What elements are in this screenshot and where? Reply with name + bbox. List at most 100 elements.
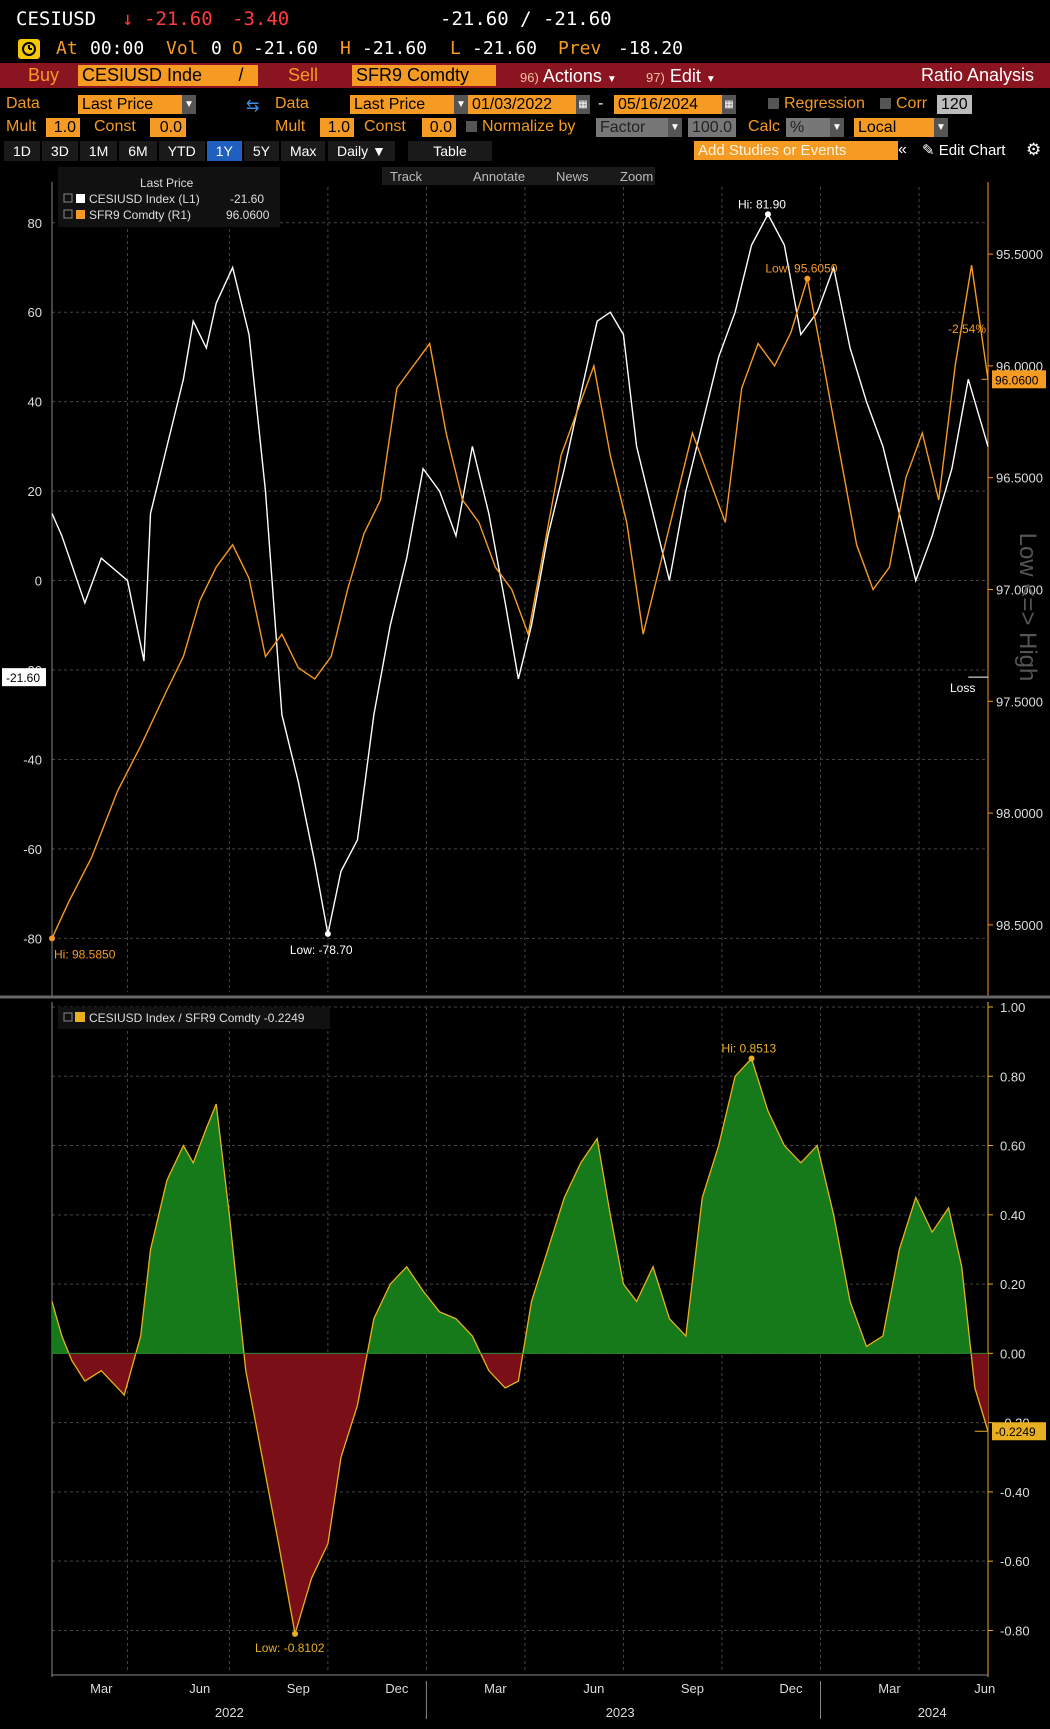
checkbox-icon	[768, 98, 779, 110]
collapse-icon[interactable]: «	[898, 141, 907, 158]
x-tick-label: Jun	[974, 1681, 995, 1696]
ratio-operator-label: /	[238, 65, 244, 85]
left-tick-label: 0	[35, 574, 42, 589]
checkbox-icon	[466, 121, 477, 133]
period-button-1d[interactable]: 1D	[4, 141, 40, 161]
normalize-checkbox[interactable]: Normalize by	[466, 118, 575, 136]
change-abs: -3.40	[232, 8, 290, 30]
date-from-field[interactable]: 01/03/2022 ▦	[468, 95, 590, 114]
period-button-1y[interactable]: 1Y	[206, 141, 242, 161]
studies-input[interactable]: Add Studies or Events	[694, 141, 898, 160]
corr-window-field[interactable]: 120	[937, 95, 972, 114]
chevron-down-icon: ▼	[705, 74, 716, 85]
edit-number: 97)	[646, 70, 665, 85]
period-button-3d[interactable]: 3D	[41, 141, 78, 161]
corr-checkbox[interactable]: Corr	[880, 95, 927, 113]
ohlc-bar: At 00:00 Vol 0 O -21.60 H -21.60 L -21.6…	[0, 38, 1050, 60]
const1-field[interactable]: 0.0	[150, 118, 186, 137]
x-tick-label: Sep	[681, 1681, 704, 1696]
calc-value: %	[786, 118, 830, 137]
right-tick-label: 97.0000	[996, 583, 1043, 598]
legend-swatch	[75, 1012, 85, 1022]
annotate-tool[interactable]: Annotate	[473, 169, 525, 184]
mult2-field[interactable]: 1.0	[320, 118, 354, 137]
period-button-5y[interactable]: 5Y	[243, 141, 279, 161]
edit-chart-label: Edit Chart	[938, 142, 1006, 159]
legend-expand-icon[interactable]	[63, 1012, 73, 1022]
news-label: News	[556, 169, 589, 184]
legend-expand-icon[interactable]	[63, 193, 73, 203]
swap-icon[interactable]: ⇆	[246, 98, 260, 115]
normalize-label: Normalize by	[482, 118, 576, 135]
data2-value: Last Price	[350, 95, 454, 114]
left-tick-label: -60	[23, 842, 42, 857]
data2-select[interactable]: Last Price ▼	[350, 95, 468, 114]
period-button-ytd[interactable]: YTD	[158, 141, 205, 161]
news-tool[interactable]: News	[556, 169, 589, 184]
vol-label: Vol	[166, 38, 199, 59]
ratio-low-marker	[292, 1630, 299, 1637]
ratio-positive-area	[52, 1058, 988, 1354]
data1-select[interactable]: Last Price ▼	[78, 95, 196, 114]
period-button-1m[interactable]: 1M	[79, 141, 118, 161]
period-buttons: 1D 3D 1M 6M YTD 1Y 5Y Max	[4, 141, 327, 161]
series-line-cesiusd	[51, 212, 989, 935]
quote-header: CESIUSD ↓ -21.60 -3.40 -21.60 / -21.60	[0, 8, 1050, 30]
change-arrow-icon: ↓	[122, 8, 134, 30]
legend-expand-icon[interactable]	[63, 209, 73, 219]
open-label: O	[232, 38, 243, 59]
frequency-select[interactable]: Daily ▼	[328, 141, 395, 161]
right-tick-label: 98.0000	[996, 806, 1043, 821]
x-year-label: 2024	[918, 1705, 947, 1720]
factor-value-field[interactable]: 100.0	[688, 118, 736, 137]
factor-select[interactable]: Factor ▼	[596, 118, 682, 137]
clock-icon[interactable]	[18, 39, 40, 59]
right-tick-label: 95.5000	[996, 247, 1043, 262]
period-button-max[interactable]: Max	[280, 141, 326, 161]
ratio-operator[interactable]: /	[224, 65, 258, 86]
ratio-legend-box	[58, 1007, 330, 1029]
security1-field[interactable]: CESIUSD Inde	[78, 65, 226, 86]
local-select[interactable]: Local ▼	[854, 118, 948, 137]
sell-label: Sell	[288, 65, 319, 85]
mult2-label: Mult	[275, 118, 306, 135]
ratio-chart: 1.000.800.600.400.200.00-0.20-0.40-0.60-…	[51, 1000, 1046, 1720]
x-tick-label: Sep	[287, 1681, 310, 1696]
vol-value: 0	[211, 38, 222, 59]
regression-checkbox[interactable]: Regression	[768, 95, 865, 113]
ratio-hi-marker	[748, 1055, 755, 1062]
track-tool[interactable]: Track	[390, 169, 423, 184]
actions-menu[interactable]: 96) Actions ▼	[520, 66, 617, 87]
calc-label: Calc	[748, 118, 781, 135]
ratio-tick-label: -0.40	[1000, 1485, 1030, 1500]
hi-label: Hi: 81.90	[738, 197, 786, 211]
axis-side-label: Low <=> High	[1014, 533, 1041, 682]
edit-chart-button[interactable]: ✎ Edit Chart	[922, 141, 1005, 159]
date-to-field[interactable]: 05/16/2024 ▦	[614, 95, 736, 114]
left-tick-label: 60	[28, 305, 42, 320]
open-value: -21.60	[253, 38, 319, 59]
left-tick-label: -80	[23, 931, 42, 946]
annotate-label: Annotate	[473, 169, 525, 184]
mult1-field[interactable]: 1.0	[46, 118, 80, 137]
const2-label: Const	[364, 118, 406, 135]
security2-field[interactable]: SFR9 Comdty	[352, 65, 496, 86]
chart-area[interactable]: Track Annotate News Zoom 806040200-20-40…	[0, 167, 1050, 1729]
legend-title: Last Price	[140, 176, 194, 190]
date-to-value: 05/16/2024	[614, 95, 722, 114]
current-left-tag	[2, 668, 46, 687]
period-button-6m[interactable]: 6M	[119, 141, 157, 161]
const2-field[interactable]: 0.0	[422, 118, 456, 137]
right-tick-label: 96.5000	[996, 471, 1043, 486]
current-right-value: 96.0600	[995, 373, 1039, 387]
local-value: Local	[854, 118, 934, 137]
ratio-tick-label: 0.80	[1000, 1069, 1025, 1084]
zoom-tool[interactable]: Zoom	[620, 169, 653, 184]
gear-icon[interactable]: ⚙	[1026, 140, 1042, 159]
loss-label: Loss	[950, 681, 975, 695]
table-button[interactable]: Table	[408, 141, 492, 161]
series-line-sfr9	[51, 265, 989, 939]
calc-select[interactable]: % ▼	[786, 118, 844, 137]
current-left-value: -21.60	[6, 671, 40, 685]
edit-menu[interactable]: 97) Edit ▼	[646, 66, 716, 87]
